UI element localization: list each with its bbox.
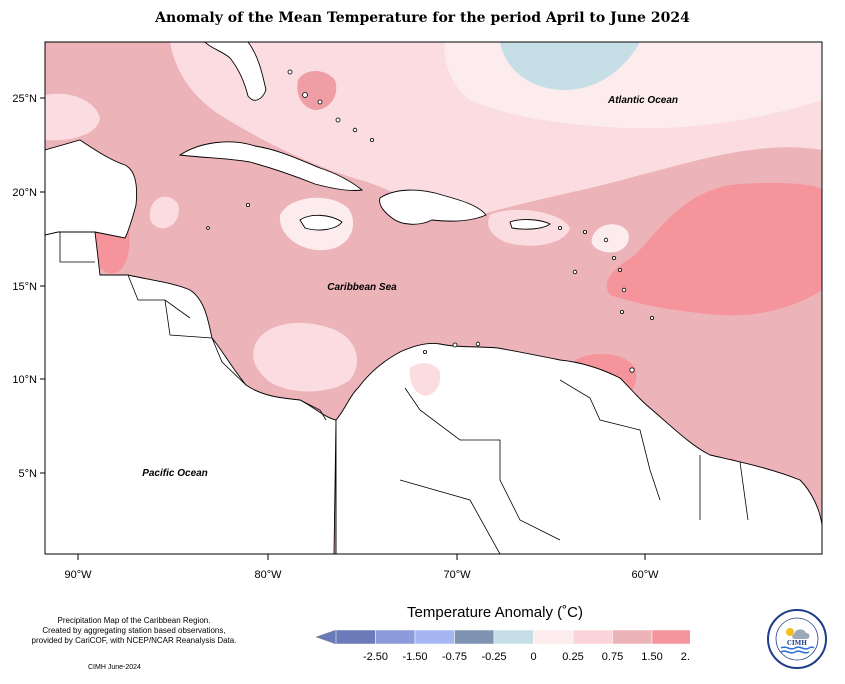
legend-tick-label: 0.25: [562, 651, 583, 663]
legend-tick-label: 0: [530, 651, 536, 663]
anomaly-zone-warm-bahamas: [297, 71, 337, 110]
legend-extend-low: [315, 629, 337, 645]
land-south-america: [335, 342, 822, 554]
legend-tick-label: 2.50: [681, 651, 690, 663]
map-frame: [44, 41, 823, 555]
x-axis-label-70w: 70°W: [443, 569, 471, 581]
legend-colorbar: -2.50 -1.50 -0.75 -0.25 0 0.25 0.75 1.50 2.50: [315, 629, 690, 663]
legend-tick-label: 0.75: [602, 651, 623, 663]
land-central-america-north: [45, 229, 337, 554]
legend-tick-label: 1.50: [641, 651, 662, 663]
legend-bin: [454, 629, 495, 645]
legend-bin: [612, 629, 653, 645]
label-atlantic-ocean: Atlantic Ocean: [607, 95, 678, 106]
temperature-anomaly-map: 90°W 80°W 70°W 60°W 25°N 20°N 15°N 10°N …: [12, 41, 823, 581]
label-pacific-ocean: Pacific Ocean: [142, 468, 208, 479]
legend-title: Temperature Anomaly (˚C): [407, 604, 583, 621]
land-masses: [45, 42, 822, 554]
anomaly-zone-light-antigua: [591, 224, 629, 253]
credit-date: CIMH June-2024: [88, 664, 141, 671]
cimh-logo: CIMH: [767, 609, 827, 669]
legend-bin: [335, 629, 376, 645]
land-jamaica: [299, 214, 343, 231]
anomaly-zone-blue-atlantic: [500, 42, 640, 91]
y-axis-label-20n: 20°N: [12, 187, 37, 199]
anomaly-zone-light-west: [45, 93, 100, 141]
anomaly-zone-light-cayman: [149, 196, 179, 229]
land-hispaniola: [379, 189, 487, 225]
legend-tick-label: -1.50: [402, 651, 427, 663]
y-axis-label-15n: 15°N: [12, 281, 37, 293]
y-axis-label-25n: 25°N: [12, 93, 37, 105]
credit-line-2: Created by aggregating station based obs…: [42, 626, 226, 635]
legend-bin: [493, 629, 534, 645]
anomaly-zone-light-south: [253, 322, 358, 392]
small-islands: [206, 69, 655, 373]
legend-bin: [375, 629, 416, 645]
credits: Precipitation Map of the Caribbean Regio…: [14, 616, 254, 646]
land-florida: [204, 42, 267, 101]
land-puertorico: [509, 219, 551, 230]
x-axis-label-90w: 90°W: [64, 569, 92, 581]
legend-bin: [533, 629, 574, 645]
legend-tick-label: -2.50: [363, 651, 388, 663]
legend-tick-label: -0.75: [442, 651, 467, 663]
x-axis-label-80w: 80°W: [254, 569, 282, 581]
x-axis-label-60w: 60°W: [631, 569, 659, 581]
label-caribbean-sea: Caribbean Sea: [327, 282, 397, 293]
country-borders: [59, 232, 749, 554]
legend-bin: [414, 629, 455, 645]
y-axis-label-5n: 5°N: [19, 468, 38, 480]
legend-bin: [572, 629, 613, 645]
land-cuba: [178, 141, 364, 191]
axis-ticks: [40, 97, 646, 560]
legend-bin: [651, 629, 690, 645]
y-axis-label-10n: 10°N: [12, 374, 37, 386]
credit-line-3: provided by CariCOF, with NCEP/NCAR Rean…: [31, 636, 237, 645]
anomaly-zone-warm-east: [606, 182, 822, 316]
legend-tick-label: -0.25: [481, 651, 506, 663]
land-gulf-of-venezuela-water: [409, 363, 441, 396]
land-yucatan: [45, 139, 137, 239]
logo-text: CIMH: [787, 640, 807, 647]
map-title: Anomaly of the Mean Temperature for the …: [155, 10, 690, 26]
credit-line-1: Precipitation Map of the Caribbean Regio…: [57, 616, 211, 625]
